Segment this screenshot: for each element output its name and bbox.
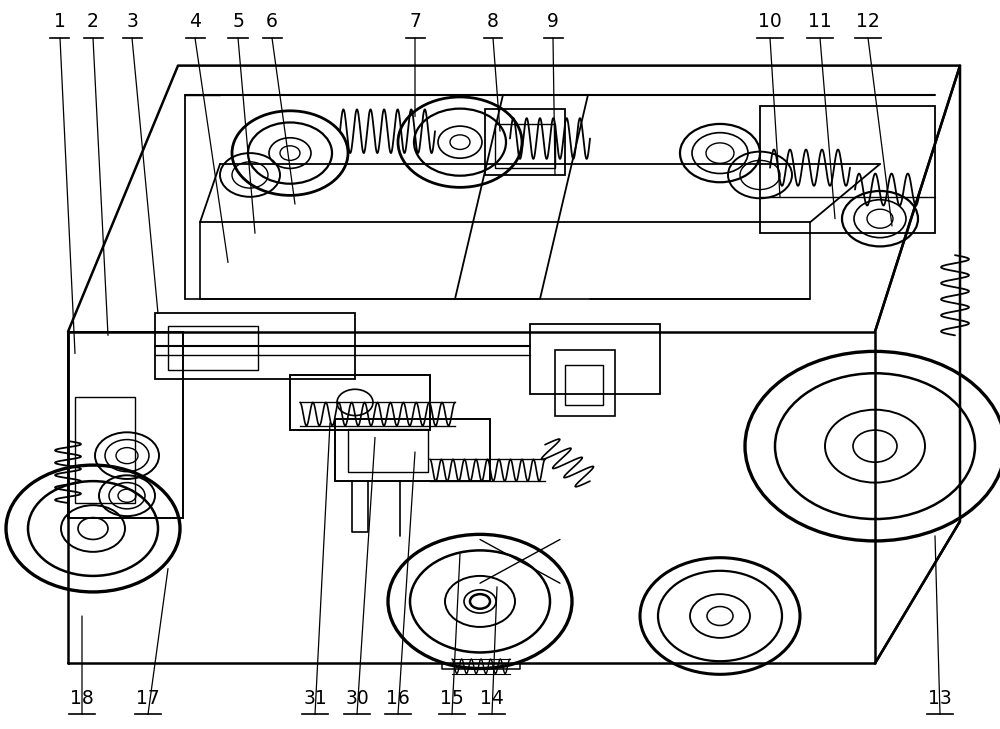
Text: 14: 14 [480,689,504,708]
Text: 16: 16 [386,689,410,708]
Text: 5: 5 [232,12,244,31]
Text: 18: 18 [70,689,94,708]
Text: 13: 13 [928,689,952,708]
Text: 11: 11 [808,12,832,31]
Bar [75,397,135,503]
Text: 30: 30 [345,689,369,708]
Bar [155,313,355,379]
Text: 31: 31 [303,689,327,708]
Text: 7: 7 [409,12,421,31]
Bar [290,375,430,430]
Bar [485,109,565,175]
Text: 8: 8 [487,12,499,31]
Circle shape [337,389,373,416]
Text: 4: 4 [189,12,201,31]
Bar [555,350,615,416]
Text: 6: 6 [266,12,278,31]
Bar [760,106,935,233]
Text: 3: 3 [126,12,138,31]
Bar [168,326,258,370]
Text: 12: 12 [856,12,880,31]
Bar [335,419,490,481]
Bar [530,324,660,394]
Bar [565,364,603,405]
Text: 2: 2 [87,12,99,31]
Bar [68,332,183,518]
Text: 9: 9 [547,12,559,31]
Text: 10: 10 [758,12,782,31]
Bar [495,124,555,168]
Text: 15: 15 [440,689,464,708]
Text: 1: 1 [54,12,66,31]
Bar [348,429,428,472]
Text: 17: 17 [136,689,160,708]
